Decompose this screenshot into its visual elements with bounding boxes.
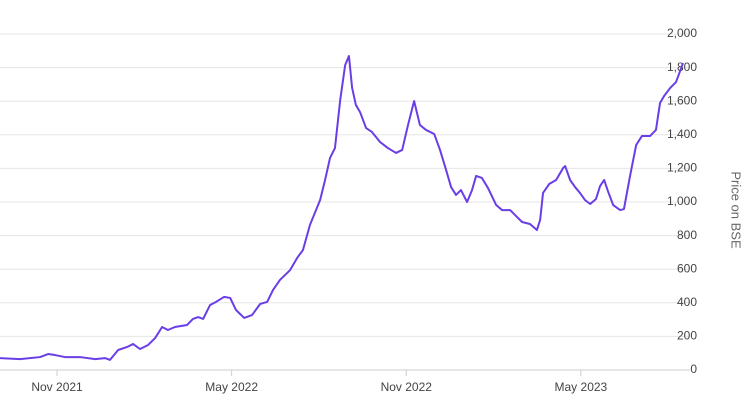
x-tick-label: Nov 2022 [381, 380, 433, 394]
x-tick-label: May 2023 [555, 380, 608, 394]
y-tick-label: 0 [690, 362, 697, 376]
y-axis-label: Price on BSE [729, 171, 744, 249]
y-tick-label: 1,600 [667, 93, 697, 107]
y-tick-label: 2,000 [667, 26, 697, 40]
y-tick-label: 600 [677, 261, 697, 275]
y-tick-label: 400 [677, 295, 697, 309]
price-line [0, 55, 684, 361]
y-tick-label: 200 [677, 329, 697, 343]
x-tick-label: Nov 2021 [31, 380, 83, 394]
y-tick-label: 1,200 [667, 161, 697, 175]
y-tick-label: 800 [677, 228, 697, 242]
y-tick-label: 1,000 [667, 194, 697, 208]
x-tick-label: May 2022 [205, 380, 258, 394]
y-tick-label: 1,400 [667, 127, 697, 141]
